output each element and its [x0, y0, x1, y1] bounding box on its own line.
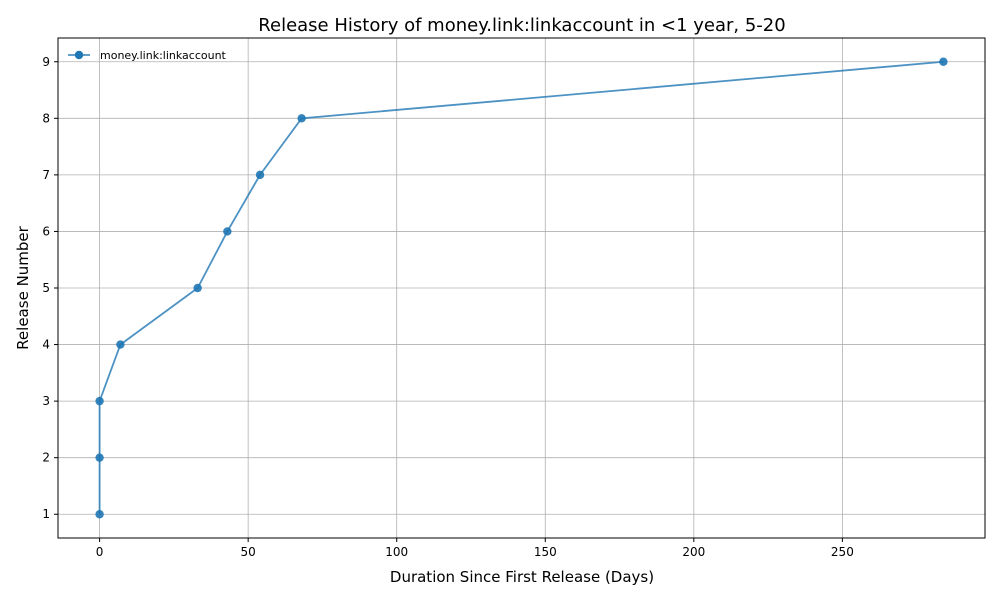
y-tick-label: 2: [42, 451, 50, 465]
y-tick-label: 4: [42, 338, 50, 352]
y-tick-label: 3: [42, 394, 50, 408]
data-point: [939, 57, 948, 66]
x-tick-label: 0: [96, 545, 104, 559]
data-point: [95, 453, 104, 462]
x-tick-label: 100: [385, 545, 408, 559]
ticks: 0 50 100 150 200 250 1 2 3 4 5 6 7 8 9: [42, 55, 853, 559]
y-axis-title: Release Number: [14, 225, 32, 349]
data-point: [116, 340, 125, 349]
x-tick-label: 200: [682, 545, 705, 559]
data-point: [223, 227, 232, 236]
x-tick-label: 50: [241, 545, 256, 559]
legend-marker: [74, 50, 84, 60]
data-point: [193, 283, 202, 293]
x-tick-label: 150: [534, 545, 557, 559]
data-point: [255, 170, 265, 180]
data-point: [297, 114, 306, 123]
series-layer: [95, 57, 948, 519]
x-axis-title: Duration Since First Release (Days): [390, 568, 654, 586]
legend: money.link:linkaccount: [68, 49, 227, 62]
data-point: [95, 396, 104, 406]
y-tick-label: 6: [42, 224, 50, 238]
y-tick-label: 7: [42, 168, 50, 182]
y-tick-label: 8: [42, 111, 50, 125]
data-point: [95, 510, 104, 519]
y-tick-label: 5: [42, 281, 50, 295]
y-tick-label: 1: [42, 507, 50, 521]
legend-label: money.link:linkaccount: [100, 49, 227, 62]
x-tick-label: 250: [831, 545, 854, 559]
grid: [58, 38, 985, 538]
y-tick-label: 9: [42, 55, 50, 69]
chart-title: Release History of money.link:linkaccoun…: [258, 15, 785, 36]
